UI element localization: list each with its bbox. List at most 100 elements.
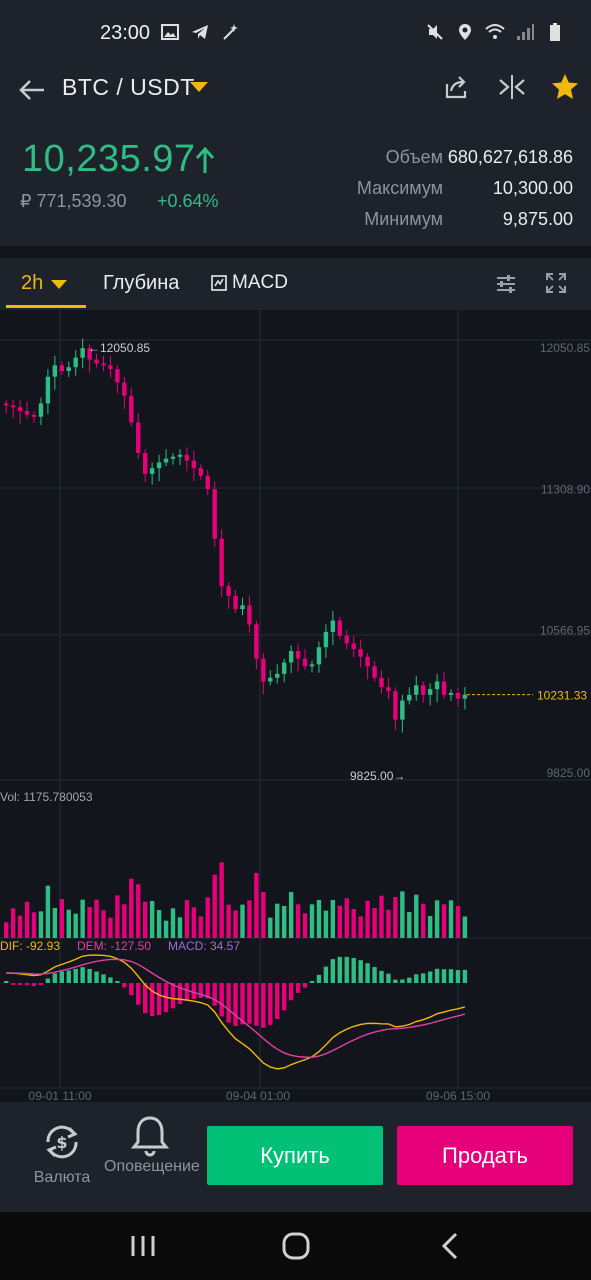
- candle-body: [108, 365, 113, 370]
- macd-histogram-bar: [10, 983, 16, 985]
- volume-label: Vol: 1175.780053: [0, 790, 93, 804]
- volume-bar: [143, 901, 148, 938]
- back-nav-icon[interactable]: [432, 1230, 468, 1262]
- compare-icon[interactable]: [497, 72, 527, 102]
- candle-body: [156, 462, 162, 469]
- candle-body: [393, 691, 398, 720]
- alert-label[interactable]: Оповещение: [104, 1158, 200, 1175]
- macd-histogram-bar: [421, 973, 426, 983]
- caret-down-icon[interactable]: [190, 82, 208, 94]
- price-chart[interactable]: 10231.33 12050.85 11308.90 10566.95 9825.00 ←…: [0, 310, 591, 1103]
- recent-apps-icon[interactable]: [125, 1230, 161, 1262]
- candle-body: [288, 651, 294, 663]
- volume-label: Объем: [385, 147, 443, 167]
- currency-exchange-icon[interactable]: $: [38, 1118, 86, 1166]
- chart-svg[interactable]: 10231.33 12050.85 11308.90 10566.95 9825.00 ←…: [0, 310, 591, 1103]
- buy-button[interactable]: Купить: [207, 1126, 383, 1185]
- volume-bar: [17, 915, 23, 938]
- candle-body: [386, 687, 391, 692]
- current-price-tag: 10231.33: [537, 689, 587, 703]
- time-axis-label: 09-04 01:00: [226, 1089, 290, 1102]
- macd-histogram-bar: [268, 983, 273, 1025]
- macd-histogram-bar: [24, 983, 30, 986]
- candle-body: [122, 382, 127, 396]
- macd-histogram-bar: [45, 978, 51, 983]
- tab-macd[interactable]: MACD: [232, 272, 288, 293]
- system-nav-bar: [0, 1212, 591, 1280]
- volume-bar: [226, 904, 231, 938]
- back-arrow-icon[interactable]: [16, 74, 48, 106]
- candle-body: [379, 677, 384, 688]
- macd-histogram-bar: [462, 969, 468, 983]
- macd-histogram-bar: [455, 970, 461, 983]
- volume-bar: [59, 899, 64, 938]
- macd-histogram-bar: [393, 979, 398, 983]
- price-axis-label: 12050.85: [540, 341, 590, 355]
- candle-body: [45, 376, 51, 404]
- candle-body: [455, 692, 461, 699]
- candle-body: [421, 685, 426, 695]
- candle-body: [302, 658, 308, 667]
- currency-label[interactable]: Валюта: [33, 1169, 91, 1186]
- price-axis-label: 9825.00: [547, 766, 591, 780]
- volume-bar: [268, 917, 273, 938]
- volume-bar: [282, 906, 287, 938]
- tab-interval[interactable]: 2h: [21, 272, 44, 294]
- location-icon: [459, 24, 471, 40]
- candle-body: [17, 407, 23, 412]
- volume-bar: [337, 905, 342, 938]
- volume-bar: [295, 904, 301, 938]
- macd-histogram-bar: [254, 983, 259, 1026]
- macd-histogram-bar: [101, 974, 106, 983]
- sell-button[interactable]: Продать: [397, 1126, 573, 1185]
- pair-header: BTC / USDT: [0, 66, 591, 122]
- volume-bar: [233, 910, 238, 938]
- candle-body: [261, 658, 266, 682]
- volume-bar: [275, 903, 280, 938]
- time-axis-label: 09-01 11:00: [28, 1089, 91, 1102]
- volume-bar: [4, 922, 9, 938]
- pair-selector[interactable]: BTC / USDT: [62, 74, 195, 100]
- volume-bar: [170, 908, 176, 938]
- candle-body: [247, 605, 252, 625]
- macd-histogram-bar: [379, 970, 384, 983]
- volume-bar: [87, 907, 92, 938]
- rub-price: ₽ 771,539.30: [20, 191, 127, 211]
- volume-bar: [448, 900, 454, 938]
- bell-icon[interactable]: [126, 1112, 174, 1160]
- high-value: 10,300.00: [492, 178, 573, 198]
- volume-bar: [400, 891, 405, 938]
- macd-histogram-bar: [448, 969, 454, 983]
- volume-bar: [309, 904, 315, 938]
- macd-histogram-bar: [94, 971, 99, 983]
- settings-sliders-icon[interactable]: [494, 272, 518, 296]
- macd-histogram-bar: [400, 979, 405, 983]
- macd-histogram-bar: [136, 983, 141, 1005]
- home-icon[interactable]: [278, 1230, 314, 1262]
- volume-bar: [101, 910, 106, 938]
- macd-histogram-bar: [73, 968, 78, 983]
- macd-histogram-bar: [407, 977, 412, 983]
- fullscreen-icon[interactable]: [545, 272, 567, 294]
- macd-histogram-bar: [365, 963, 370, 983]
- candle-body: [59, 365, 64, 372]
- bottom-action-bar: $ Валюта Оповещение Купить Продать: [0, 1102, 591, 1212]
- share-icon[interactable]: [441, 72, 471, 102]
- caret-down-icon[interactable]: [51, 280, 67, 290]
- macd-histogram-bar: [337, 956, 342, 983]
- candle-body: [170, 456, 176, 459]
- tab-depth[interactable]: Глубина: [103, 272, 180, 294]
- candle-body: [219, 538, 224, 587]
- indicator-icon[interactable]: [211, 275, 227, 291]
- macd-histogram-bar: [80, 967, 85, 983]
- volume-bar: [205, 897, 210, 938]
- wifi-icon: [485, 24, 505, 39]
- up-arrow-icon: [195, 146, 215, 173]
- volume-bar: [136, 884, 141, 938]
- volume-bar: [24, 901, 30, 938]
- volume-bar: [302, 913, 308, 938]
- favorite-star-icon[interactable]: [550, 72, 580, 102]
- macd-histogram-bar: [219, 983, 224, 1017]
- volume-bar: [156, 910, 162, 938]
- candle-body: [205, 475, 210, 490]
